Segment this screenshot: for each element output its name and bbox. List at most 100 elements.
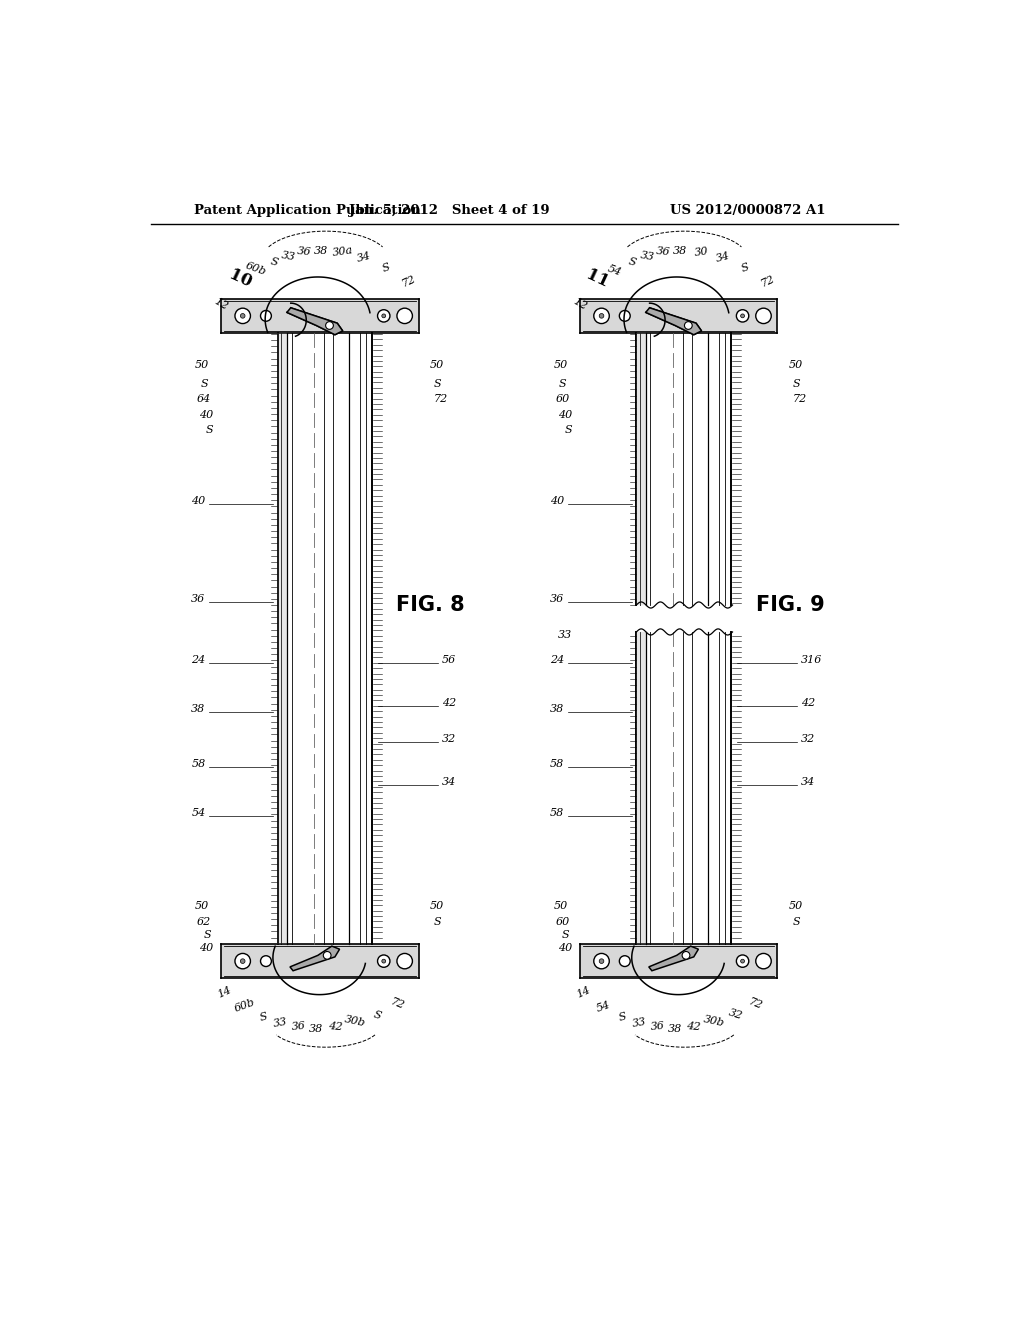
Circle shape: [326, 322, 334, 330]
Text: 38: 38: [550, 704, 564, 714]
Text: S: S: [434, 379, 441, 389]
Text: 54: 54: [595, 999, 611, 1014]
Text: 34: 34: [801, 777, 815, 787]
Circle shape: [397, 953, 413, 969]
Text: 38: 38: [673, 246, 687, 256]
Circle shape: [740, 314, 744, 318]
Text: 36: 36: [191, 594, 206, 603]
Text: S: S: [628, 256, 638, 268]
Text: 50: 50: [430, 902, 444, 911]
Text: 58: 58: [550, 759, 564, 768]
Circle shape: [378, 954, 390, 968]
Text: Jan. 5, 2012   Sheet 4 of 19: Jan. 5, 2012 Sheet 4 of 19: [349, 205, 550, 218]
Text: 60b: 60b: [232, 997, 256, 1014]
Text: 50: 50: [430, 360, 444, 370]
Text: 14: 14: [575, 985, 592, 999]
Circle shape: [397, 308, 413, 323]
Text: S: S: [201, 379, 208, 389]
Polygon shape: [287, 308, 343, 335]
Text: 42: 42: [686, 1020, 701, 1032]
Text: 38: 38: [309, 1023, 324, 1034]
Text: 10: 10: [226, 265, 254, 290]
Text: 50: 50: [790, 902, 803, 911]
Text: 33: 33: [272, 1016, 289, 1030]
Text: 64: 64: [197, 395, 211, 404]
Text: 38: 38: [191, 704, 206, 714]
Polygon shape: [649, 946, 698, 970]
Text: S: S: [259, 1011, 268, 1023]
Text: S: S: [268, 256, 279, 268]
Text: S: S: [372, 1010, 382, 1022]
Polygon shape: [580, 944, 777, 978]
Text: S: S: [381, 261, 391, 273]
Circle shape: [382, 314, 386, 318]
Text: 50: 50: [554, 360, 568, 370]
Text: 42: 42: [442, 698, 456, 708]
Text: 12: 12: [571, 296, 589, 312]
Circle shape: [260, 956, 271, 966]
Text: FIG. 8: FIG. 8: [396, 595, 465, 615]
Text: 14: 14: [216, 985, 233, 999]
Text: 40: 40: [199, 411, 213, 420]
Text: 36: 36: [291, 1020, 306, 1032]
Text: Patent Application Publication: Patent Application Publication: [194, 205, 421, 218]
Polygon shape: [290, 946, 340, 970]
Text: S: S: [559, 379, 566, 389]
Circle shape: [241, 958, 245, 964]
Text: 42: 42: [801, 698, 815, 708]
Text: 58: 58: [191, 759, 206, 768]
Text: 40: 40: [199, 942, 213, 953]
Text: 30: 30: [693, 247, 710, 259]
Text: 54: 54: [606, 263, 624, 277]
Text: 62: 62: [197, 916, 211, 927]
Text: 36: 36: [655, 247, 671, 257]
Text: 72: 72: [793, 395, 807, 404]
Text: 56: 56: [442, 655, 456, 665]
Circle shape: [736, 310, 749, 322]
Text: 34: 34: [442, 777, 456, 787]
Text: 30b: 30b: [702, 1014, 725, 1028]
Text: S: S: [564, 425, 572, 436]
Circle shape: [594, 953, 609, 969]
Circle shape: [736, 954, 749, 968]
Circle shape: [260, 310, 271, 321]
Text: 33: 33: [281, 249, 296, 263]
Polygon shape: [646, 308, 701, 335]
Circle shape: [234, 308, 251, 323]
Text: S: S: [206, 425, 213, 436]
Text: 72: 72: [748, 997, 764, 1011]
Circle shape: [756, 953, 771, 969]
Text: 40: 40: [558, 411, 572, 420]
Text: 72: 72: [760, 275, 777, 289]
Text: US 2012/0000872 A1: US 2012/0000872 A1: [671, 205, 825, 218]
Text: 33: 33: [639, 249, 655, 263]
Text: 58: 58: [550, 808, 564, 817]
Text: 34: 34: [356, 251, 373, 264]
Text: 40: 40: [191, 496, 206, 506]
Text: S: S: [793, 916, 801, 927]
Text: 316: 316: [801, 655, 822, 665]
Circle shape: [740, 960, 744, 964]
Text: 36: 36: [296, 247, 311, 257]
Polygon shape: [580, 298, 777, 333]
Circle shape: [324, 952, 331, 960]
Text: 24: 24: [550, 655, 564, 665]
Text: 60b: 60b: [244, 261, 267, 277]
Text: 33: 33: [632, 1016, 647, 1030]
Text: 34: 34: [715, 251, 731, 264]
Polygon shape: [221, 298, 419, 333]
Circle shape: [756, 308, 771, 323]
Circle shape: [378, 310, 390, 322]
Circle shape: [234, 953, 251, 969]
Text: 50: 50: [196, 360, 209, 370]
Text: FIG. 9: FIG. 9: [757, 595, 825, 615]
Text: S: S: [204, 931, 211, 940]
Text: 50: 50: [196, 902, 209, 911]
Text: S: S: [617, 1011, 628, 1023]
Text: 33: 33: [558, 631, 572, 640]
Circle shape: [620, 310, 630, 321]
Text: 32: 32: [727, 1007, 743, 1022]
Text: 50: 50: [790, 360, 803, 370]
Text: 36: 36: [650, 1020, 665, 1032]
Text: 40: 40: [550, 496, 564, 506]
